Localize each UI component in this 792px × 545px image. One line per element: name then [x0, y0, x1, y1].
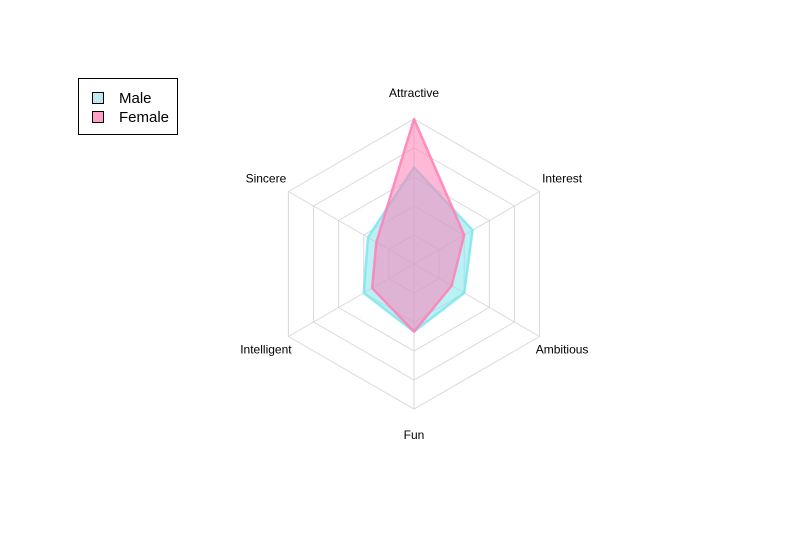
- axis-label-fun: Fun: [404, 428, 425, 442]
- radar-series: [362, 117, 474, 333]
- legend: Male Female: [78, 78, 178, 135]
- axis-label-intelligent: Intelligent: [240, 343, 292, 357]
- legend-swatch-male: [92, 92, 104, 104]
- axis-labels: Attractive Interest Ambitious Fun Intelligen…: [240, 86, 588, 442]
- legend-label-female: Female: [119, 108, 170, 126]
- legend-label-male: Male: [119, 89, 152, 107]
- legend-item-female: Female: [92, 108, 169, 126]
- axis-label-sincere: Sincere: [246, 172, 287, 186]
- axis-label-attractive: Attractive: [389, 86, 439, 100]
- series-female-polygon: [370, 117, 466, 333]
- legend-swatch-female: [92, 111, 104, 123]
- legend-item-male: Male: [92, 89, 152, 107]
- axis-label-interest: Interest: [542, 172, 583, 186]
- axis-label-ambitious: Ambitious: [536, 343, 589, 357]
